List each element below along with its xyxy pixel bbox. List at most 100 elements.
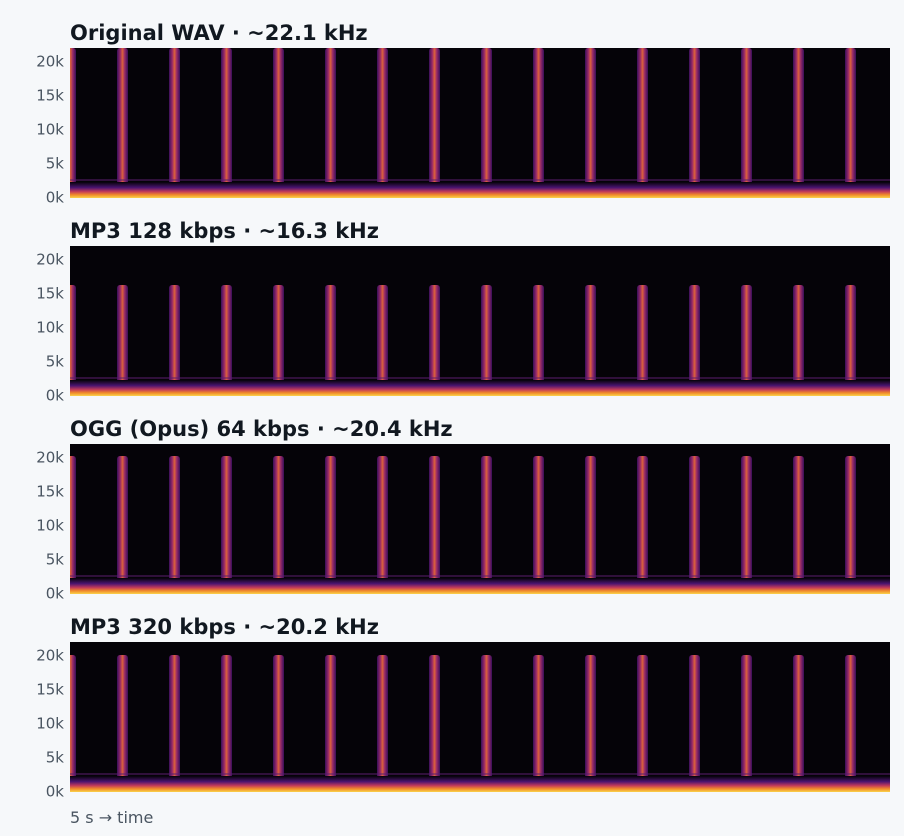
low-band bbox=[70, 578, 890, 594]
onset-stripe bbox=[845, 48, 856, 198]
spectrogram-bg bbox=[70, 48, 890, 198]
onset-stripe bbox=[117, 456, 128, 594]
spectrogram-bg bbox=[70, 642, 890, 792]
spectrogram bbox=[70, 642, 890, 792]
onset-stripe bbox=[377, 655, 388, 792]
onset-stripe bbox=[70, 456, 76, 594]
spectrogram bbox=[70, 48, 890, 198]
onset-stripe bbox=[845, 456, 856, 594]
onset-stripe bbox=[741, 655, 752, 792]
onset-stripe bbox=[429, 285, 440, 396]
onset-stripe bbox=[221, 285, 232, 396]
onset-stripe bbox=[689, 456, 700, 594]
onset-stripe bbox=[533, 655, 544, 792]
onset-stripe bbox=[377, 285, 388, 396]
onset-stripe bbox=[689, 285, 700, 396]
onset-stripe bbox=[689, 48, 700, 198]
onset-stripe bbox=[273, 456, 284, 594]
y-tick-label: 10k bbox=[36, 121, 64, 139]
y-tick-label: 5k bbox=[46, 749, 65, 767]
onset-stripe bbox=[70, 48, 76, 198]
y-tick-label: 15k bbox=[36, 87, 64, 105]
low-band bbox=[70, 776, 890, 792]
onset-stripe bbox=[793, 655, 804, 792]
onset-stripe bbox=[533, 48, 544, 198]
onset-stripe bbox=[637, 655, 648, 792]
onset-stripe bbox=[70, 285, 76, 396]
onset-stripe bbox=[637, 285, 648, 396]
onset-stripe bbox=[70, 655, 76, 792]
onset-stripe bbox=[741, 456, 752, 594]
onset-stripe bbox=[585, 655, 596, 792]
y-tick-label: 15k bbox=[36, 681, 64, 699]
onset-stripe bbox=[533, 456, 544, 594]
onset-stripe bbox=[533, 285, 544, 396]
onset-stripe bbox=[481, 48, 492, 198]
y-tick-label: 10k bbox=[36, 517, 64, 535]
low-band bbox=[70, 380, 890, 396]
onset-stripe bbox=[845, 655, 856, 792]
y-tick-label: 20k bbox=[36, 449, 64, 467]
y-tick-label: 10k bbox=[36, 319, 64, 337]
y-tick-label: 20k bbox=[36, 251, 64, 269]
onset-stripe bbox=[585, 285, 596, 396]
onset-stripe bbox=[429, 48, 440, 198]
low-band bbox=[70, 182, 890, 198]
onset-stripe bbox=[221, 48, 232, 198]
y-tick-label: 5k bbox=[46, 353, 65, 371]
onset-stripe bbox=[481, 285, 492, 396]
y-tick-label: 10k bbox=[36, 715, 64, 733]
onset-stripe bbox=[741, 48, 752, 198]
spectrogram bbox=[70, 246, 890, 396]
onset-stripe bbox=[117, 48, 128, 198]
onset-stripe bbox=[637, 456, 648, 594]
y-tick-label: 20k bbox=[36, 647, 64, 665]
onset-stripe bbox=[221, 456, 232, 594]
onset-stripe bbox=[637, 48, 648, 198]
y-tick-label: 0k bbox=[46, 189, 65, 207]
onset-stripe bbox=[741, 285, 752, 396]
onset-stripe bbox=[585, 456, 596, 594]
onset-stripe bbox=[689, 655, 700, 792]
onset-stripe bbox=[481, 456, 492, 594]
onset-stripe bbox=[117, 285, 128, 396]
onset-stripe bbox=[377, 48, 388, 198]
onset-stripe bbox=[793, 48, 804, 198]
panel-title: Original WAV · ~22.1 kHz bbox=[70, 21, 368, 45]
y-tick-label: 15k bbox=[36, 483, 64, 501]
onset-stripe bbox=[325, 48, 336, 198]
onset-stripe bbox=[325, 456, 336, 594]
panel-title: OGG (Opus) 64 kbps · ~20.4 kHz bbox=[70, 417, 453, 441]
y-tick-label: 20k bbox=[36, 53, 64, 71]
onset-stripe bbox=[169, 456, 180, 594]
y-tick-label: 15k bbox=[36, 285, 64, 303]
y-tick-label: 5k bbox=[46, 155, 65, 173]
onset-stripe bbox=[481, 655, 492, 792]
footer: 5 s → time bbox=[70, 808, 153, 827]
spectrogram-bg bbox=[70, 444, 890, 594]
onset-stripe bbox=[793, 456, 804, 594]
onset-stripe bbox=[273, 285, 284, 396]
onset-stripe bbox=[793, 285, 804, 396]
spectrogram bbox=[70, 444, 890, 594]
onset-stripe bbox=[325, 655, 336, 792]
onset-stripe bbox=[429, 456, 440, 594]
y-tick-label: 0k bbox=[46, 387, 65, 405]
onset-stripe bbox=[117, 655, 128, 792]
y-tick-label: 0k bbox=[46, 783, 65, 801]
onset-stripe bbox=[845, 285, 856, 396]
onset-stripe bbox=[169, 48, 180, 198]
onset-stripe bbox=[169, 655, 180, 792]
spectrogram-bg bbox=[70, 246, 890, 396]
onset-stripe bbox=[273, 655, 284, 792]
onset-stripe bbox=[585, 48, 596, 198]
onset-stripe bbox=[169, 285, 180, 396]
onset-stripe bbox=[273, 48, 284, 198]
onset-stripe bbox=[377, 456, 388, 594]
y-tick-label: 5k bbox=[46, 551, 65, 569]
panel-title: MP3 128 kbps · ~16.3 kHz bbox=[70, 219, 379, 243]
onset-stripe bbox=[221, 655, 232, 792]
onset-stripe bbox=[325, 285, 336, 396]
panel-title: MP3 320 kbps · ~20.2 kHz bbox=[70, 615, 379, 639]
